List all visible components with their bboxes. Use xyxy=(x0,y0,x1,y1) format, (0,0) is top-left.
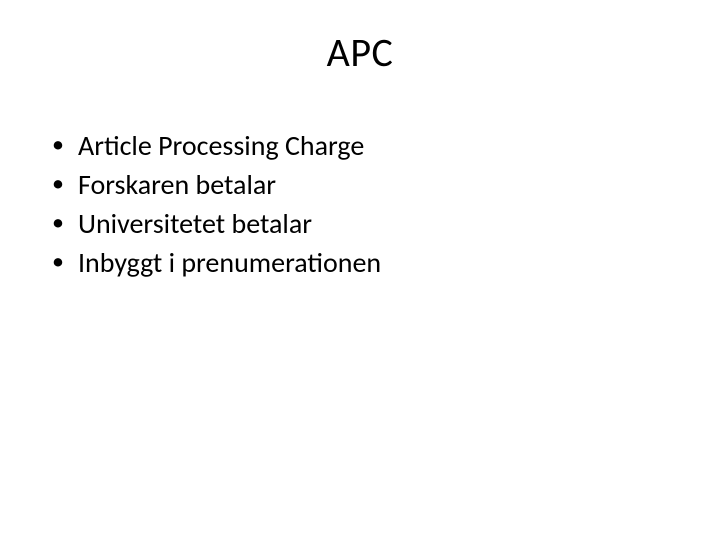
list-item: Forskaren betalar xyxy=(48,167,672,202)
slide-title: APC xyxy=(0,28,720,77)
list-item: Universitetet betalar xyxy=(48,206,672,241)
list-item: Inbyggt i prenumerationen xyxy=(48,245,672,280)
slide: APC Article Processing Charge Forskaren … xyxy=(0,0,720,540)
slide-body: Article Processing Charge Forskaren beta… xyxy=(48,128,672,284)
bullet-list: Article Processing Charge Forskaren beta… xyxy=(48,128,672,280)
list-item: Article Processing Charge xyxy=(48,128,672,163)
